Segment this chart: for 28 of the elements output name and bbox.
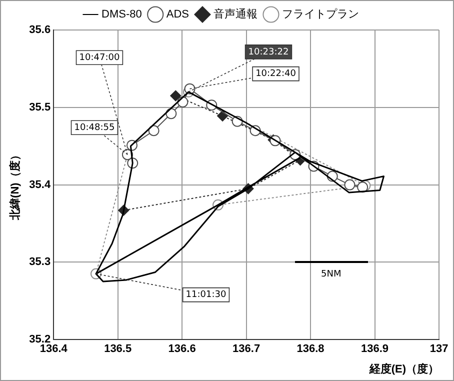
legend-label: DMS-80 [102, 8, 142, 21]
point [148, 125, 160, 136]
y-tick-label: 35.3 [29, 256, 51, 268]
x-tick-label: 136.9 [361, 343, 389, 356]
y-tick-label: 35.5 [29, 101, 51, 114]
point [217, 110, 228, 122]
annotation: 5NM [320, 270, 342, 280]
legend-label: フライトプラン [282, 8, 359, 21]
legend-label: ADS [166, 8, 189, 21]
annotation: 10:47:00 [79, 52, 120, 63]
point [170, 90, 182, 102]
x-tick-label: 136.4 [40, 343, 68, 356]
annotation: 10:23:22 [248, 47, 289, 58]
y-tick-label: 35.4 [29, 178, 52, 191]
x-tick-label: 136.7 [232, 343, 260, 356]
y-axis-title: 北緯(N)（度） [8, 150, 22, 221]
x-tick-label: 137 [430, 343, 448, 356]
point [357, 182, 368, 193]
annotation: 10:48:55 [74, 122, 115, 133]
x-axis-title: 経度(E)（度） [368, 362, 439, 376]
legend-label: 音声通報 [213, 8, 258, 21]
x-tick-label: 136.5 [104, 343, 132, 356]
annotation: 10:22:40 [256, 69, 296, 80]
x-tick-label: 136.6 [168, 343, 196, 356]
annotation: 11:01:30 [186, 290, 226, 300]
point [344, 179, 356, 190]
x-tick-label: 136.8 [296, 343, 324, 356]
y-tick-label: 35.6 [29, 24, 51, 36]
